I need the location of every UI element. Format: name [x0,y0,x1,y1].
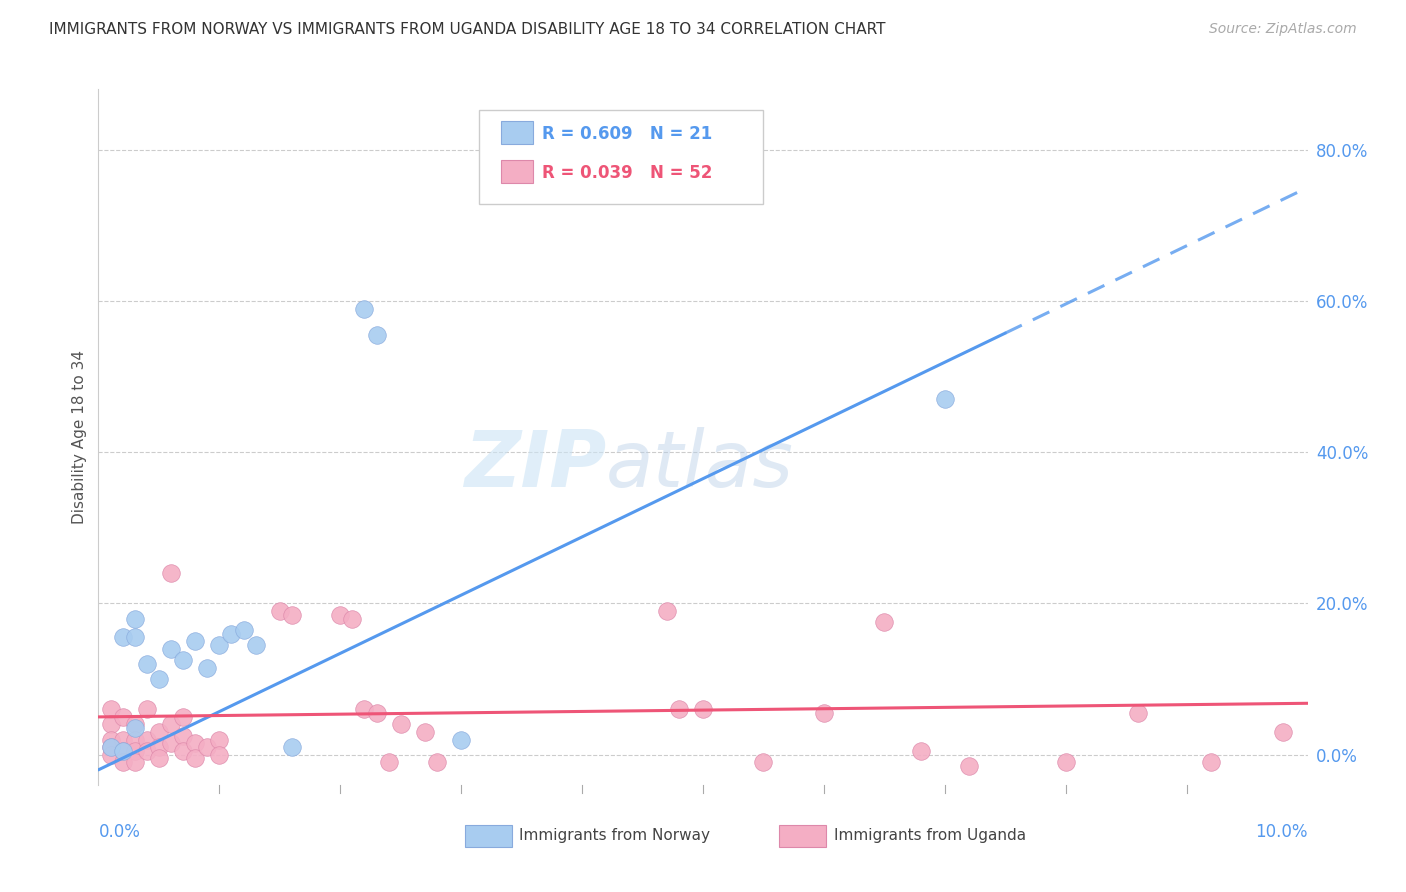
Point [281,740,304,755]
Point [124,756,146,770]
Point [184,751,207,765]
Y-axis label: Disability Age 18 to 34: Disability Age 18 to 34 [72,350,87,524]
Point [342,611,364,625]
Point [135,744,157,758]
Point [1272,725,1295,739]
Point [172,744,194,758]
Point [413,725,436,739]
Point [111,744,134,758]
Point [1128,706,1150,720]
Point [281,607,304,622]
Point [366,328,388,343]
Point [100,740,122,755]
Point [148,672,170,686]
Point [100,740,122,755]
Point [1054,756,1077,770]
Text: Immigrants from Norway: Immigrants from Norway [519,829,710,843]
Point [148,751,170,765]
Point [184,736,207,750]
Point [353,301,375,316]
Point [450,732,472,747]
Point [172,710,194,724]
Point [160,717,183,731]
Point [148,725,170,739]
Point [135,702,157,716]
Text: Source: ZipAtlas.com: Source: ZipAtlas.com [1209,22,1357,37]
Point [124,611,146,625]
Point [160,641,183,656]
FancyBboxPatch shape [779,824,827,847]
Text: 10.0%: 10.0% [1256,823,1308,841]
Point [221,626,243,640]
Point [377,756,399,770]
Point [124,744,146,758]
Point [934,392,956,407]
Point [184,634,207,648]
Point [111,631,134,645]
Point [208,638,231,652]
Point [353,702,375,716]
Point [124,631,146,645]
Point [692,702,714,716]
Point [245,638,267,652]
Point [100,747,122,762]
Text: R = 0.609   N = 21: R = 0.609 N = 21 [543,125,713,143]
Point [366,706,388,720]
Point [269,604,291,618]
Point [957,759,980,773]
Point [813,706,835,720]
FancyBboxPatch shape [501,121,533,145]
Text: atlas: atlas [606,427,794,503]
Point [111,756,134,770]
Point [195,661,218,675]
Point [100,717,122,731]
Point [124,717,146,731]
Point [910,744,932,758]
Point [232,623,254,637]
Point [172,729,194,743]
Point [329,607,352,622]
Text: R = 0.039   N = 52: R = 0.039 N = 52 [543,164,713,182]
Text: 0.0%: 0.0% [98,823,141,841]
Point [111,710,134,724]
Point [389,717,412,731]
Point [752,756,775,770]
Point [172,653,194,667]
Point [100,702,122,716]
FancyBboxPatch shape [465,824,512,847]
Text: IMMIGRANTS FROM NORWAY VS IMMIGRANTS FROM UGANDA DISABILITY AGE 18 TO 34 CORRELA: IMMIGRANTS FROM NORWAY VS IMMIGRANTS FRO… [49,22,886,37]
Point [124,721,146,735]
Point [100,732,122,747]
Point [1199,756,1222,770]
Point [195,740,218,755]
Point [124,732,146,747]
Point [111,744,134,758]
FancyBboxPatch shape [501,161,533,183]
Point [135,657,157,671]
Point [208,732,231,747]
Text: ZIP: ZIP [464,427,606,503]
Point [148,740,170,755]
Point [426,756,449,770]
Point [208,747,231,762]
Point [668,702,690,716]
Text: Immigrants from Uganda: Immigrants from Uganda [834,829,1026,843]
FancyBboxPatch shape [479,110,763,204]
Point [135,732,157,747]
Point [655,604,678,618]
Point [111,732,134,747]
Point [160,566,183,581]
Point [873,615,896,630]
Point [160,736,183,750]
